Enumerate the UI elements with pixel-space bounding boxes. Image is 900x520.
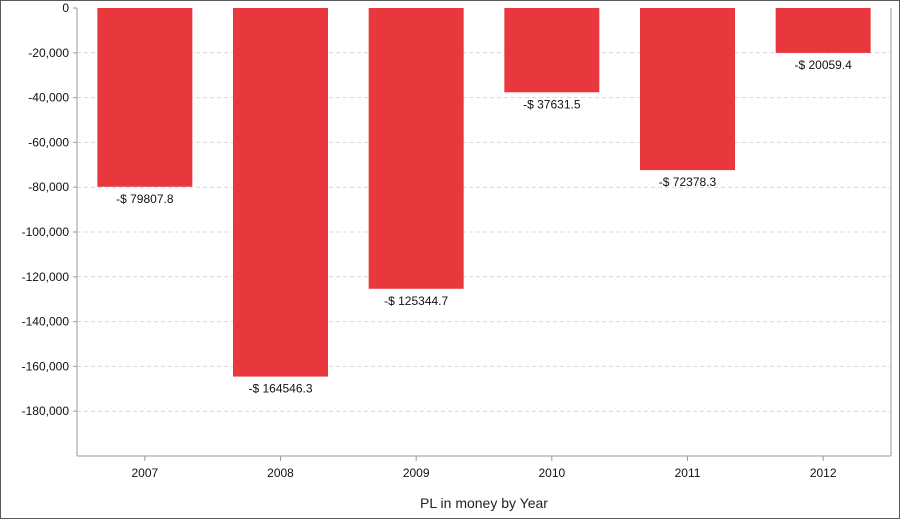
data-label-2009: -$ 125344.7	[384, 294, 448, 308]
y-tick-label: -140,000	[22, 315, 70, 329]
data-label-2008: -$ 164546.3	[248, 382, 312, 396]
bar-2007	[97, 8, 193, 187]
gridlines	[77, 52, 891, 412]
bar-2009	[368, 8, 464, 289]
data-labels: -$ 79807.8 -$ 164546.3 -$ 125344.7 -$ 37631…	[116, 58, 852, 396]
bar-2008	[233, 8, 328, 377]
x-tick-label: 2007	[131, 466, 158, 480]
y-tick-label: -80,000	[28, 180, 69, 194]
bar-2012	[775, 8, 871, 53]
y-tick-label: -100,000	[22, 225, 70, 239]
y-tick-label: -160,000	[22, 359, 70, 373]
x-tick-labels: 2007 2008 2009 2010 2011 2012	[131, 456, 837, 480]
x-tick-label: 2011	[675, 466, 701, 480]
y-tick-label: -120,000	[22, 270, 70, 284]
y-tick-label: 0	[62, 1, 69, 15]
data-label-2010: -$ 37631.5	[523, 97, 581, 111]
bars	[97, 8, 871, 377]
data-label-2007: -$ 79807.8	[116, 192, 174, 206]
bar-2011	[640, 8, 735, 171]
y-tick-label: -20,000	[28, 46, 69, 60]
y-tick-label: -180,000	[22, 404, 70, 418]
x-tick-label: 2010	[538, 466, 565, 480]
y-tick-labels: 0 -20,000 -40,000 -60,000 -80,000 -100,000 -12…	[22, 1, 77, 418]
x-axis-title: PL in money by Year	[420, 495, 548, 511]
y-tick-label: -60,000	[28, 135, 69, 149]
data-label-2011: -$ 72378.3	[659, 175, 717, 189]
x-tick-label: 2012	[810, 466, 837, 480]
bar-2010	[504, 8, 600, 93]
x-tick-label: 2008	[267, 466, 294, 480]
data-label-2012: -$ 20059.4	[794, 58, 852, 72]
y-tick-label: -40,000	[28, 91, 69, 105]
x-tick-label: 2009	[403, 466, 430, 480]
